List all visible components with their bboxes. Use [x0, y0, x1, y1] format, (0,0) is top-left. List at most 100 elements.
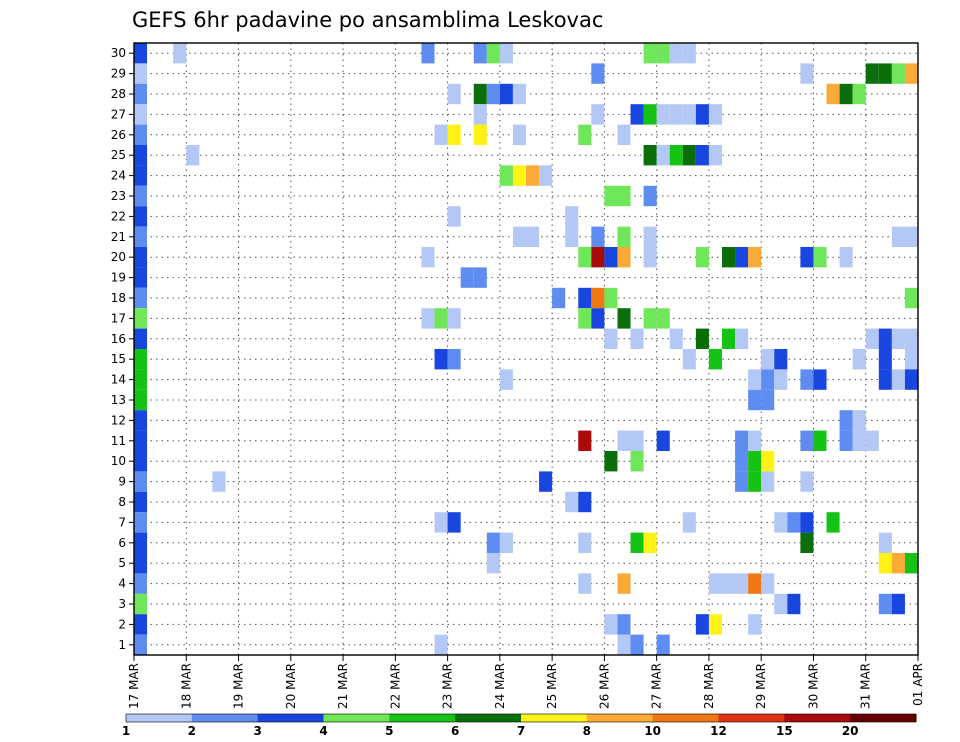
heatmap-cell	[643, 43, 657, 64]
heatmap-cell	[630, 430, 644, 451]
heatmap-cell	[695, 104, 709, 125]
heatmap-cell	[134, 389, 148, 411]
heatmap-cell	[134, 349, 148, 370]
heatmap-cell	[617, 634, 631, 655]
heatmap-cell	[134, 63, 148, 84]
heatmap-cell	[604, 185, 618, 207]
heatmap-cell	[669, 145, 683, 166]
heatmap-cell	[761, 349, 775, 370]
y-tick-label: 11	[111, 434, 126, 448]
heatmap-cell	[434, 308, 448, 329]
heatmap-cell	[421, 43, 435, 64]
heatmap-cell	[891, 593, 905, 615]
y-tick-label: 26	[111, 128, 126, 142]
heatmap-cell	[134, 165, 148, 186]
heatmap-cell	[656, 145, 670, 166]
heatmap-cell	[134, 410, 148, 431]
heatmap-cell	[735, 573, 749, 594]
heatmap-cell	[695, 328, 709, 349]
heatmap-cell	[891, 226, 905, 247]
heatmap-cell	[656, 104, 670, 125]
heatmap-cell	[512, 226, 526, 247]
heatmap-cell	[512, 124, 526, 145]
heatmap-cell	[722, 328, 736, 349]
x-tick-label: 25 MAR	[545, 663, 559, 709]
heatmap-cell	[878, 349, 892, 370]
y-tick-label: 25	[111, 148, 126, 162]
x-tick-label: 18 MAR	[179, 663, 193, 709]
heatmap-cell	[735, 328, 749, 349]
heatmap-cell	[630, 328, 644, 349]
heatmap-cell	[134, 451, 148, 472]
colorbar-label: 15	[776, 724, 793, 738]
heatmap-cell	[643, 247, 657, 268]
heatmap-cell	[486, 43, 500, 64]
heatmap-cell	[134, 206, 148, 227]
heatmap-cell	[708, 349, 722, 370]
heatmap-cell	[656, 634, 670, 655]
colorbar-label: 20	[842, 724, 859, 738]
x-tick-label: 20 MAR	[284, 663, 298, 709]
heatmap-cell	[604, 247, 618, 268]
y-tick-label: 24	[111, 169, 126, 183]
heatmap-cell	[695, 614, 709, 635]
heatmap-cell	[669, 43, 683, 64]
heatmap-cell	[669, 328, 683, 349]
heatmap-cell	[617, 226, 631, 247]
heatmap-cell	[591, 226, 605, 247]
heatmap-cell	[539, 471, 553, 492]
heatmap-cell	[904, 287, 918, 309]
heatmap-cell	[617, 124, 631, 145]
heatmap-cell	[134, 267, 148, 288]
heatmap-cell	[748, 451, 762, 472]
heatmap-cell	[761, 389, 775, 411]
heatmap-cell	[499, 165, 513, 186]
heatmap-cell	[591, 308, 605, 329]
heatmap-cell	[578, 287, 592, 309]
heatmap-cell	[891, 63, 905, 84]
heatmap-cell	[669, 104, 683, 125]
heatmap-cell	[134, 185, 148, 207]
heatmap-cell	[774, 593, 788, 615]
colorbar-swatch	[652, 714, 719, 722]
heatmap-cell	[447, 83, 461, 105]
heatmap-cell	[421, 247, 435, 268]
heatmap-cell	[630, 634, 644, 655]
heatmap-cell	[134, 471, 148, 492]
heatmap-cell	[656, 308, 670, 329]
heatmap-cell	[212, 471, 226, 492]
colorbar-swatch	[126, 714, 193, 722]
heatmap-cell	[774, 512, 788, 533]
heatmap-cell	[865, 328, 879, 349]
heatmap-cell	[682, 43, 696, 64]
x-tick-label: 31 MAR	[859, 663, 873, 709]
heatmap-cell	[604, 328, 618, 349]
heatmap-cell	[904, 226, 918, 247]
y-tick-label: 16	[111, 332, 126, 346]
heatmap-cell	[134, 614, 148, 635]
y-tick-label: 8	[118, 495, 126, 509]
heatmap-cell	[904, 553, 918, 574]
y-tick-label: 23	[111, 189, 126, 203]
colorbar-swatch	[521, 714, 588, 722]
y-tick-label: 17	[111, 311, 126, 325]
heatmap-cell	[643, 185, 657, 207]
heatmap-cell	[774, 349, 788, 370]
colorbar-swatch	[718, 714, 785, 722]
colorbar-label: 3	[253, 724, 261, 738]
heatmap-cell	[761, 471, 775, 492]
heatmap-cell	[643, 104, 657, 125]
heatmap-cell	[578, 573, 592, 594]
heatmap-cell	[434, 512, 448, 533]
y-tick-label: 18	[111, 291, 126, 305]
x-tick-label: 28 MAR	[702, 663, 716, 709]
x-tick-label: 22 MAR	[388, 663, 402, 709]
heatmap-cell	[617, 430, 631, 451]
heatmap-cell	[865, 430, 879, 451]
colorbar-label: 10	[644, 724, 661, 738]
heatmap-cell	[800, 63, 814, 84]
y-tick-label: 7	[118, 515, 126, 529]
heatmap-cell	[134, 287, 148, 309]
heatmap-cell	[891, 328, 905, 349]
heatmap-cell	[134, 43, 148, 64]
